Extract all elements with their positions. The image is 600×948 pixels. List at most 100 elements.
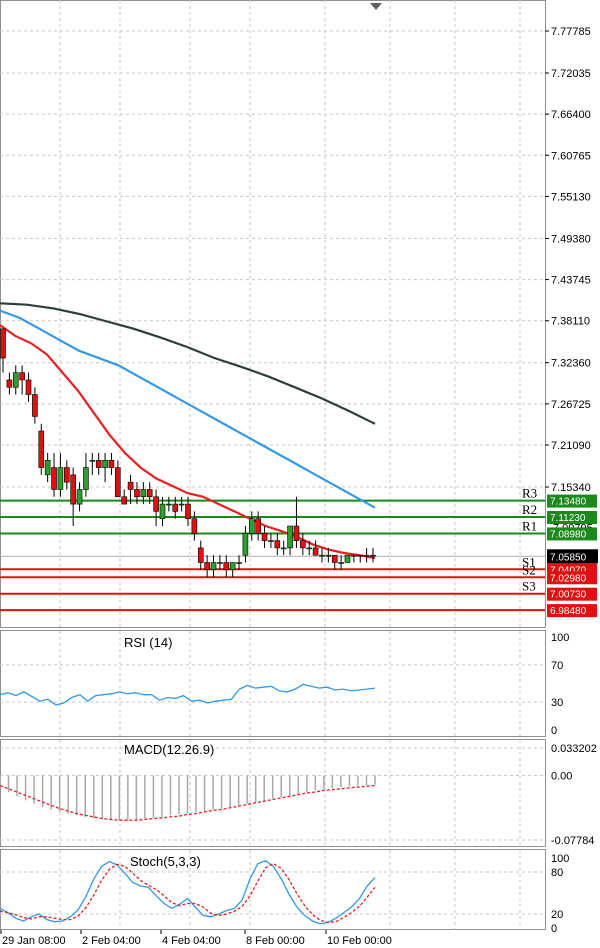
candle-body xyxy=(338,562,344,564)
stoch-gridlines xyxy=(0,871,545,915)
candle-body xyxy=(134,489,140,498)
price-axis-labels: 7.77785 7.72035 7.66400 7.60765 7.55130 7.493… xyxy=(545,26,593,534)
rsi-tick-label: 100 xyxy=(551,632,569,644)
candle-body xyxy=(83,467,89,490)
candle-body xyxy=(89,459,96,462)
candle-body xyxy=(51,467,57,490)
price-tick-label: 7.72035 xyxy=(551,68,591,80)
price-gridlines xyxy=(0,30,545,488)
candle-body xyxy=(217,562,223,564)
rsi-gridlines xyxy=(0,664,545,703)
candle-body xyxy=(197,547,204,563)
candle-body xyxy=(44,459,51,476)
rsi-tick-label: 30 xyxy=(551,697,563,709)
candle-body xyxy=(166,503,172,506)
candle-body xyxy=(19,372,25,381)
candle-body xyxy=(115,467,121,498)
macd-tick-label: -0.07784 xyxy=(551,835,594,847)
stoch-tick-label: 0 xyxy=(551,923,557,935)
price-tick-label: 7.21090 xyxy=(551,440,591,452)
level-badge-label: 7.02980 xyxy=(550,573,587,584)
candle-body xyxy=(204,562,210,571)
price-tick-label: 7.38110 xyxy=(551,316,590,328)
price-tick-label: 7.32360 xyxy=(551,358,591,370)
candle-body xyxy=(242,532,249,556)
macd-tick-label: 0.00 xyxy=(551,771,572,783)
candle-body xyxy=(0,328,6,359)
candle-body xyxy=(185,503,191,519)
rsi-tick-label: 0 xyxy=(551,725,557,737)
candle-body xyxy=(306,547,313,550)
candle-body xyxy=(331,554,338,563)
candle-body xyxy=(261,532,268,541)
stoch-tick-label: 80 xyxy=(551,867,563,879)
stoch-signal-line xyxy=(0,862,376,924)
time-tick-label: 4 Feb 04:00 xyxy=(162,935,221,947)
ma-line xyxy=(0,324,376,560)
level-badge xyxy=(547,571,597,585)
candle-body xyxy=(236,562,242,564)
macd-tick-label: 0.033202 xyxy=(551,743,597,755)
price-tick-label: 7.55130 xyxy=(551,191,591,203)
level-badge-label: 7.04070 xyxy=(550,565,587,576)
price-tick-label: 7.15340 xyxy=(551,482,591,494)
candle-body xyxy=(293,525,300,541)
level-label: R3 xyxy=(522,486,537,501)
candle-body xyxy=(370,554,376,557)
scroll-marker-icon[interactable] xyxy=(370,3,382,10)
candle-body xyxy=(287,525,293,549)
candle-body xyxy=(6,379,13,388)
stoch-title: Stoch(5,3,3) xyxy=(130,854,201,869)
stoch-axis-labels: 100 80 20 0 xyxy=(551,853,569,935)
price-tick-label: 7.66400 xyxy=(551,109,591,121)
candle-body xyxy=(146,489,153,498)
moving-averages xyxy=(0,302,376,560)
level-badge xyxy=(547,587,597,601)
candle-body xyxy=(312,547,319,556)
stoch-main-line xyxy=(0,860,376,925)
rsi-line xyxy=(0,683,376,706)
rsi-title: RSI (14) xyxy=(124,635,172,650)
time-tick-label: 10 Feb 00:00 xyxy=(327,935,392,947)
price-tick-label: 7.60765 xyxy=(551,150,591,162)
level-badge xyxy=(547,604,597,618)
candle-body xyxy=(351,554,357,557)
level-label: S2 xyxy=(522,562,536,577)
candle-body xyxy=(140,489,147,498)
candle-body xyxy=(108,459,115,468)
level-badge-label: 7.08980 xyxy=(550,529,587,540)
candle-body xyxy=(300,540,306,549)
candle-body xyxy=(274,540,281,549)
candle-body xyxy=(102,459,108,468)
candle-body xyxy=(12,372,19,388)
rsi-series xyxy=(0,683,376,706)
price-tick-label: 7.26725 xyxy=(551,399,591,411)
macd-histogram xyxy=(0,775,376,821)
candle-body xyxy=(32,394,38,417)
level-badge xyxy=(547,511,597,525)
vertical-gridlines xyxy=(59,0,521,930)
candle-body xyxy=(63,467,70,483)
candle-body xyxy=(344,554,351,563)
level-badge-label: 7.13480 xyxy=(550,497,587,508)
level-label: S1 xyxy=(522,554,536,569)
macd-signal-line xyxy=(0,784,376,821)
candlesticks xyxy=(0,328,376,578)
current-price-badge xyxy=(547,549,598,564)
candle-body xyxy=(172,503,179,512)
candle-body xyxy=(325,554,332,557)
stoch-tick-label: 100 xyxy=(551,853,569,865)
level-badge-label: 7.00730 xyxy=(550,590,587,601)
stoch-series xyxy=(0,860,376,925)
rsi-axis-labels: 100 70 30 0 xyxy=(551,632,569,737)
candle-body xyxy=(25,379,32,395)
stoch-tick-label: 20 xyxy=(551,909,563,921)
price-tick-label: 7.77785 xyxy=(551,26,591,38)
price-tick-label: 7.43745 xyxy=(551,275,591,287)
rsi-tick-label: 70 xyxy=(551,660,563,672)
macd-axis-labels: 0.033202 0.00 -0.07784 xyxy=(551,743,597,847)
candle-body xyxy=(357,554,364,557)
candle-body xyxy=(76,489,83,505)
